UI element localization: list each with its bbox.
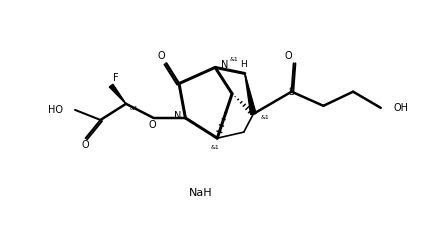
Polygon shape [109,84,126,104]
Text: F: F [113,73,119,83]
Text: NaH: NaH [188,188,212,198]
Text: &1: &1 [261,115,270,121]
Text: S: S [288,87,295,97]
Text: HO: HO [48,105,63,115]
Text: O: O [285,51,292,61]
Text: O: O [82,141,89,151]
Polygon shape [245,73,256,114]
Text: &1: &1 [230,57,239,62]
Text: OH: OH [394,103,409,113]
Text: O: O [149,120,156,130]
Text: O: O [157,51,165,61]
Text: &1: &1 [211,144,219,150]
Text: N: N [174,111,181,121]
Text: &1: &1 [130,106,139,111]
Text: N: N [221,60,228,70]
Text: H: H [240,60,247,69]
